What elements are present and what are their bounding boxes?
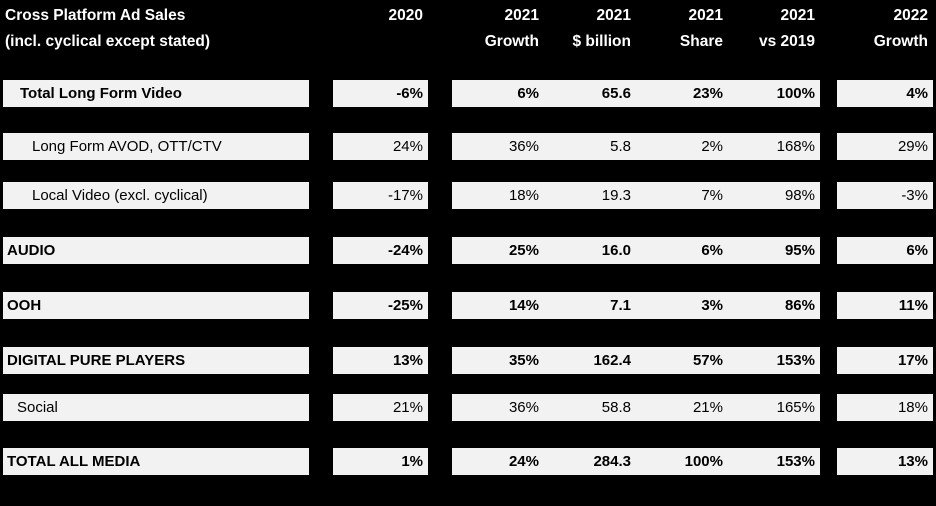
column-header-2022-growth-line2: Growth bbox=[873, 33, 928, 50]
column-header-2021-billion-line2: $ billion bbox=[572, 33, 631, 50]
cell-2020: -25% bbox=[333, 292, 428, 319]
cell-group-2021: 24% 284.3 100% 153% bbox=[452, 448, 820, 475]
cell-2021-billion: 162.4 bbox=[593, 352, 631, 369]
cell-2022-growth: 17% bbox=[837, 347, 933, 374]
column-header-2021-growth: 2021 Growth bbox=[452, 3, 544, 55]
cell-group-2021: 6% 65.6 23% 100% bbox=[452, 80, 820, 107]
cell-2021-share: 21% bbox=[692, 399, 723, 416]
column-header-2022-growth-line1: 2022 bbox=[893, 7, 928, 24]
column-header-2021-growth-line2: Growth bbox=[484, 33, 539, 50]
table-row-ooh: OOH -25% 14% 7.1 3% 86% 11% bbox=[0, 292, 936, 319]
cell-2021-vs2019: 98% bbox=[784, 187, 815, 204]
cell-group-2021: 25% 16.0 6% 95% bbox=[452, 237, 820, 264]
column-header-2021-share-line1: 2021 bbox=[688, 7, 723, 24]
cell-2021-growth: 24% bbox=[508, 453, 539, 470]
row-label: Long Form AVOD, OTT/CTV bbox=[3, 133, 309, 160]
row-label: Local Video (excl. cyclical) bbox=[3, 182, 309, 209]
cell-2021-vs2019: 95% bbox=[784, 242, 815, 259]
cell-2020: 21% bbox=[333, 394, 428, 421]
cell-2021-vs2019: 153% bbox=[776, 453, 815, 470]
column-header-2021-billion: 2021 $ billion bbox=[544, 3, 636, 55]
cell-2022-growth: 6% bbox=[837, 237, 933, 264]
column-header-2021-vs2019-line2: vs 2019 bbox=[758, 33, 815, 50]
cell-2020: -17% bbox=[333, 182, 428, 209]
table-row-total-all-media: TOTAL ALL MEDIA 1% 24% 284.3 100% 153% 1… bbox=[0, 448, 936, 475]
cell-group-2021: 36% 5.8 2% 168% bbox=[452, 133, 820, 160]
cell-2022-growth: 13% bbox=[837, 448, 933, 475]
table-title-line2: (incl. cyclical except stated) bbox=[5, 33, 211, 50]
column-header-2020-line1: 2020 bbox=[388, 7, 423, 24]
cell-group-2021: 35% 162.4 57% 153% bbox=[452, 347, 820, 374]
cell-2021-share: 100% bbox=[684, 453, 723, 470]
row-label: Total Long Form Video bbox=[3, 80, 309, 107]
cell-2020: 24% bbox=[333, 133, 428, 160]
cell-2020: 13% bbox=[333, 347, 428, 374]
cell-2021-billion: 19.3 bbox=[601, 187, 631, 204]
cell-2022-growth: 11% bbox=[837, 292, 933, 319]
cell-2021-share: 6% bbox=[701, 242, 723, 259]
cell-2021-billion: 58.8 bbox=[601, 399, 631, 416]
cell-group-2021: 18% 19.3 7% 98% bbox=[452, 182, 820, 209]
column-header-2021-vs2019-line1: 2021 bbox=[780, 7, 815, 24]
cell-group-2021: 14% 7.1 3% 86% bbox=[452, 292, 820, 319]
row-label: Social bbox=[3, 394, 309, 421]
cell-2020: -6% bbox=[333, 80, 428, 107]
cell-2021-billion: 65.6 bbox=[601, 85, 631, 102]
table-title: Cross Platform Ad Sales (incl. cyclical … bbox=[5, 3, 210, 55]
row-label: TOTAL ALL MEDIA bbox=[3, 448, 309, 475]
cell-2021-vs2019: 86% bbox=[784, 297, 815, 314]
cell-2021-share: 3% bbox=[701, 297, 723, 314]
cell-2021-share: 2% bbox=[701, 138, 723, 155]
cell-2021-growth: 35% bbox=[508, 352, 539, 369]
row-label: DIGITAL PURE PLAYERS bbox=[3, 347, 309, 374]
column-header-2021-vs2019: 2021 vs 2019 bbox=[728, 3, 820, 55]
cell-2021-vs2019: 100% bbox=[776, 85, 815, 102]
column-header-2021-billion-line1: 2021 bbox=[596, 7, 631, 24]
table-row-digital-pure-players: DIGITAL PURE PLAYERS 13% 35% 162.4 57% 1… bbox=[0, 347, 936, 374]
column-header-2021-share: 2021 Share bbox=[636, 3, 728, 55]
cell-2020: -24% bbox=[333, 237, 428, 264]
cell-2022-growth: -3% bbox=[837, 182, 933, 209]
cell-2022-growth: 18% bbox=[837, 394, 933, 421]
cell-2021-share: 23% bbox=[692, 85, 723, 102]
cell-2021-billion: 284.3 bbox=[593, 453, 631, 470]
cell-2020: 1% bbox=[333, 448, 428, 475]
row-label: AUDIO bbox=[3, 237, 309, 264]
table-row-audio: AUDIO -24% 25% 16.0 6% 95% 6% bbox=[0, 237, 936, 264]
cell-2021-billion: 5.8 bbox=[610, 138, 631, 155]
table-row-total-long-form-video: Total Long Form Video -6% 6% 65.6 23% 10… bbox=[0, 80, 936, 107]
cell-2021-billion: 16.0 bbox=[601, 242, 631, 259]
row-label: OOH bbox=[3, 292, 309, 319]
cell-2021-growth: 6% bbox=[517, 85, 539, 102]
cell-2021-vs2019: 168% bbox=[776, 138, 815, 155]
table-row-long-form-avod: Long Form AVOD, OTT/CTV 24% 36% 5.8 2% 1… bbox=[0, 133, 936, 160]
cell-2021-growth: 14% bbox=[508, 297, 539, 314]
column-header-2021-share-line2: Share bbox=[679, 33, 723, 50]
table-row-social: Social 21% 36% 58.8 21% 165% 18% bbox=[0, 394, 936, 421]
column-header-2022-growth: 2022 Growth bbox=[837, 3, 933, 55]
cell-2021-growth: 25% bbox=[508, 242, 539, 259]
cell-2022-growth: 29% bbox=[837, 133, 933, 160]
column-header-2020: 2020 bbox=[333, 3, 428, 29]
cell-2021-growth: 36% bbox=[508, 138, 539, 155]
cell-2021-growth: 36% bbox=[508, 399, 539, 416]
cell-2021-share: 57% bbox=[692, 352, 723, 369]
table-title-line1: Cross Platform Ad Sales bbox=[5, 7, 186, 24]
table-row-local-video: Local Video (excl. cyclical) -17% 18% 19… bbox=[0, 182, 936, 209]
cell-group-2021: 36% 58.8 21% 165% bbox=[452, 394, 820, 421]
cell-2021-vs2019: 165% bbox=[776, 399, 815, 416]
cell-2021-vs2019: 153% bbox=[776, 352, 815, 369]
cell-2022-growth: 4% bbox=[837, 80, 933, 107]
cell-2021-billion: 7.1 bbox=[610, 297, 631, 314]
column-header-2021-growth-line1: 2021 bbox=[504, 7, 539, 24]
cell-2021-growth: 18% bbox=[508, 187, 539, 204]
cell-2021-share: 7% bbox=[701, 187, 723, 204]
